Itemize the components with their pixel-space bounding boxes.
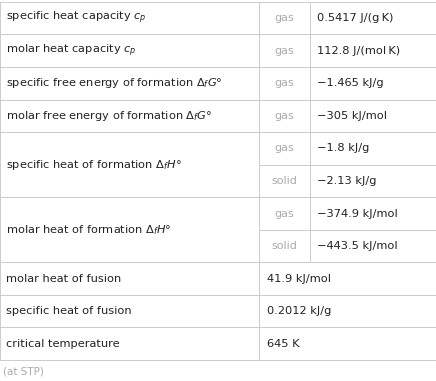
Text: solid: solid (272, 176, 297, 186)
Text: specific free energy of formation $\Delta_f G°$: specific free energy of formation $\Delt… (6, 76, 222, 90)
Text: −374.9 kJ/mol: −374.9 kJ/mol (317, 208, 398, 219)
Text: molar free energy of formation $\Delta_f G°$: molar free energy of formation $\Delta_f… (6, 109, 212, 123)
Text: solid: solid (272, 241, 297, 251)
Text: −1.8 kJ/g: −1.8 kJ/g (317, 143, 370, 154)
Text: molar heat of formation $\Delta_f H°$: molar heat of formation $\Delta_f H°$ (6, 223, 171, 237)
Text: gas: gas (275, 208, 294, 219)
Text: gas: gas (275, 78, 294, 88)
Text: −2.13 kJ/g: −2.13 kJ/g (317, 176, 377, 186)
Text: 0.2012 kJ/g: 0.2012 kJ/g (267, 306, 332, 316)
Text: gas: gas (275, 111, 294, 121)
Text: gas: gas (275, 13, 294, 23)
Text: 41.9 kJ/mol: 41.9 kJ/mol (267, 274, 331, 283)
Text: molar heat capacity $c_p$: molar heat capacity $c_p$ (6, 43, 136, 59)
Text: 645 K: 645 K (267, 339, 300, 349)
Text: gas: gas (275, 46, 294, 56)
Text: gas: gas (275, 143, 294, 154)
Text: 112.8 J/(mol K): 112.8 J/(mol K) (317, 46, 401, 56)
Text: (at STP): (at STP) (3, 367, 44, 376)
Text: critical temperature: critical temperature (6, 339, 119, 349)
Text: specific heat capacity $c_p$: specific heat capacity $c_p$ (6, 10, 146, 26)
Text: molar heat of fusion: molar heat of fusion (6, 274, 121, 283)
Text: 0.5417 J/(g K): 0.5417 J/(g K) (317, 13, 394, 23)
Text: specific heat of formation $\Delta_f H°$: specific heat of formation $\Delta_f H°$ (6, 158, 181, 172)
Text: −1.465 kJ/g: −1.465 kJ/g (317, 78, 384, 88)
Text: specific heat of fusion: specific heat of fusion (6, 306, 131, 316)
Text: −305 kJ/mol: −305 kJ/mol (317, 111, 388, 121)
Text: −443.5 kJ/mol: −443.5 kJ/mol (317, 241, 398, 251)
